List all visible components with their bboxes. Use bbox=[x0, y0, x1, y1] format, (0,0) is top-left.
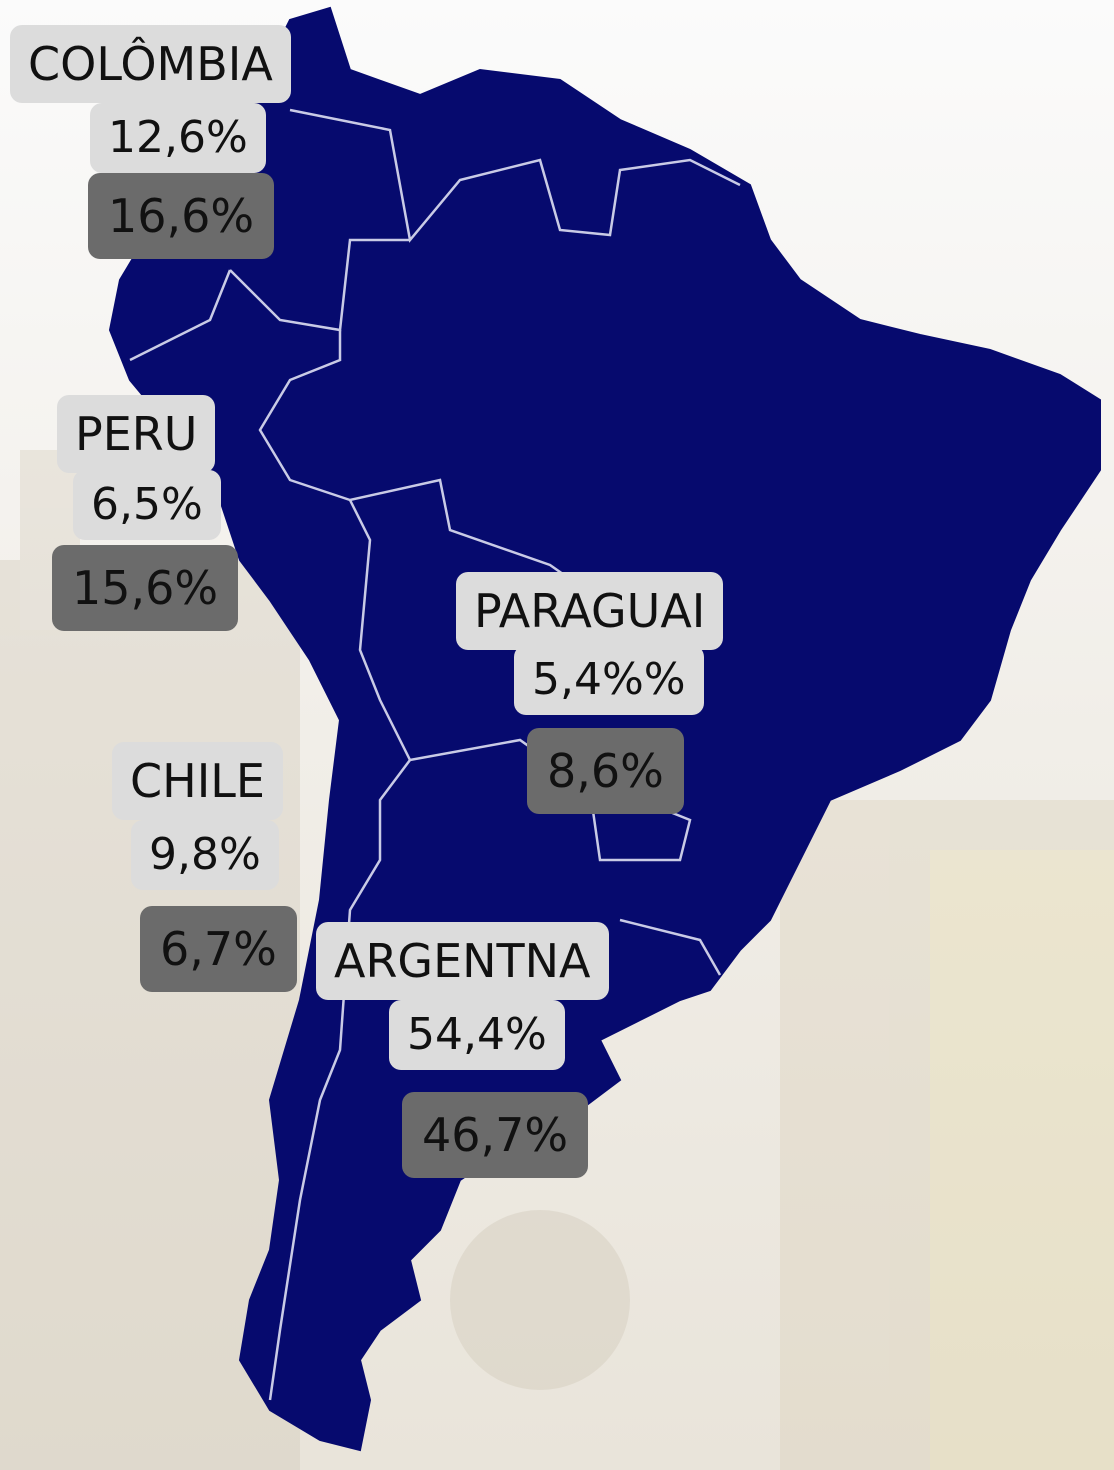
background-building bbox=[0, 450, 1114, 1470]
country-value-secondary: 16,6% bbox=[88, 173, 275, 259]
country-name: PERU bbox=[57, 395, 216, 473]
country-name: ARGENTNA bbox=[316, 922, 609, 1000]
country-name: COLÔMBIA bbox=[10, 25, 291, 103]
country-value-secondary: 6,7% bbox=[140, 906, 297, 992]
country-value: 54,4% bbox=[389, 1000, 565, 1070]
country-name: PARAGUAI bbox=[456, 572, 724, 650]
country-value: 9,8% bbox=[131, 820, 279, 890]
country-value-secondary: 8,6% bbox=[527, 728, 684, 814]
borders bbox=[129, 108, 741, 1401]
country-value: 6,5% bbox=[73, 470, 221, 540]
country-value: 12,6% bbox=[90, 103, 266, 173]
country-name: CHILE bbox=[112, 742, 283, 820]
country-value: 5,4%% bbox=[514, 645, 704, 715]
country-value-secondary: 15,6% bbox=[52, 545, 239, 631]
country-value-secondary: 46,7% bbox=[402, 1092, 589, 1178]
